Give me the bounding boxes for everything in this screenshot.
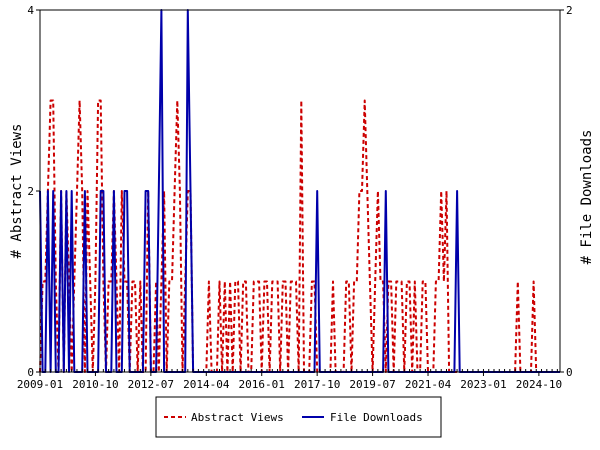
y-left-tick-label: 4 xyxy=(27,4,34,17)
x-tick-label: 2024-10 xyxy=(516,378,562,391)
x-tick-label: 2016-01 xyxy=(239,378,285,391)
legend-label-file-downloads: File Downloads xyxy=(330,411,423,424)
plot-area xyxy=(39,9,561,373)
x-tick-label: 2010-10 xyxy=(72,378,118,391)
y-left-tick-label: 0 xyxy=(27,366,34,379)
y-axis-left: 0 2 4 xyxy=(27,4,40,379)
x-tick-label: 2012-07 xyxy=(128,378,174,391)
legend-label-abstract-views: Abstract Views xyxy=(191,411,284,424)
legend: Abstract Views File Downloads xyxy=(155,396,442,438)
y-right-tick-label: 0 xyxy=(566,366,573,379)
legend-box xyxy=(155,396,442,438)
x-tick-label: 2017-10 xyxy=(294,378,340,391)
x-tick-label: 2014-04 xyxy=(183,378,230,391)
x-axis: 2009-01 2010-10 2012-07 2014-04 2016-01 2017-… xyxy=(17,369,562,391)
x-tick-label: 2023-01 xyxy=(460,378,506,391)
y-axis-right-title: # File Downloads xyxy=(579,130,595,265)
y-axis-left-title: # Abstract Views xyxy=(9,124,25,259)
x-tick-label: 2009-01 xyxy=(17,378,63,391)
x-tick-label: 2019-07 xyxy=(349,378,395,391)
y-left-tick-label: 2 xyxy=(27,185,34,198)
y-axis-right: 02 xyxy=(560,4,573,379)
series-line-abstract-views xyxy=(39,99,560,373)
x-tick-label: 2021-04 xyxy=(405,378,452,391)
y-right-tick-label: 2 xyxy=(566,4,573,17)
